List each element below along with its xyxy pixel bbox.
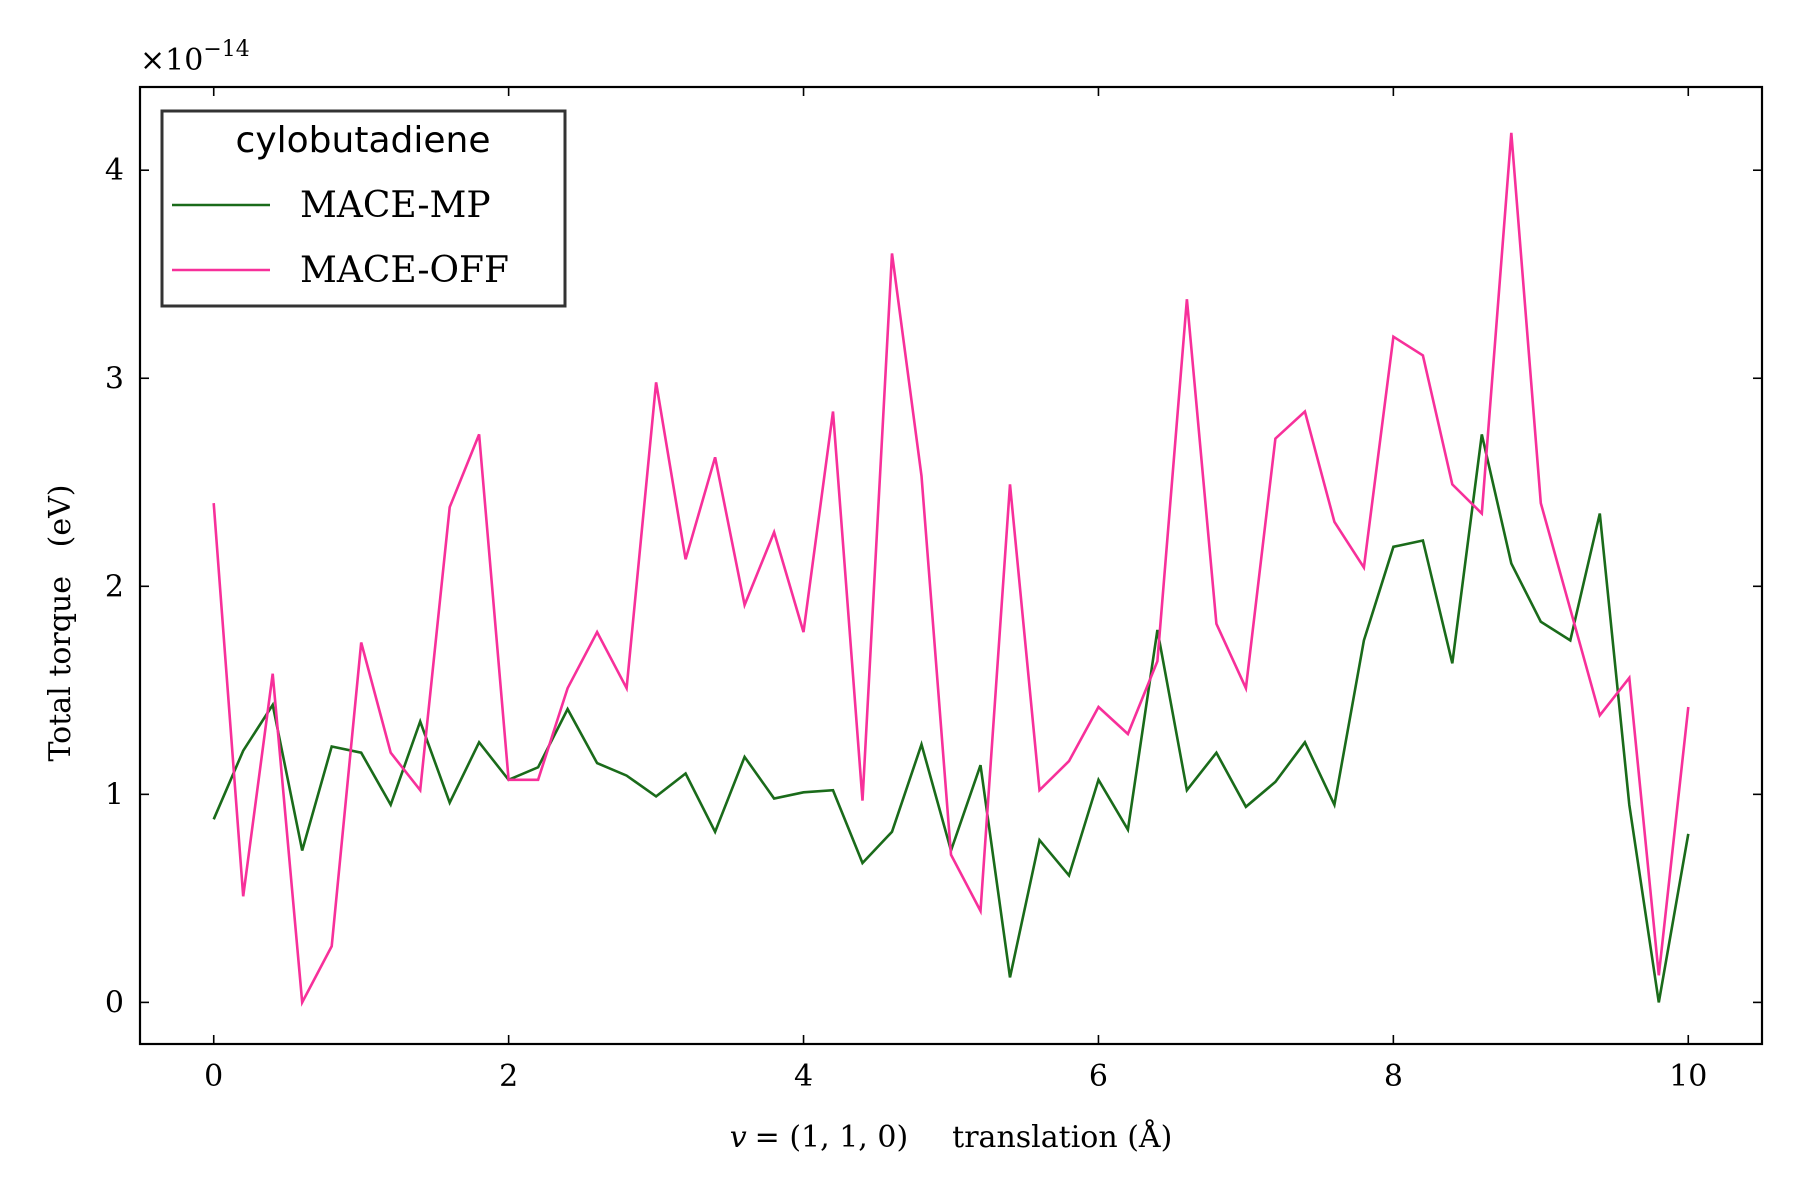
legend-title: cylobutadiene (236, 120, 491, 161)
x-axis-label: v = (1, 1, 0) translation (Å) (730, 1119, 1173, 1155)
y-tick-label: 3 (105, 361, 124, 396)
series-layer (212, 132, 1690, 1007)
x-tick-label: 10 (1669, 1059, 1707, 1094)
x-tick-label: 0 (204, 1059, 223, 1094)
legend: cylobutadiene MACE-MP MACE-OFF (160, 109, 567, 308)
legend-label-mace-off: MACE-OFF (300, 250, 509, 291)
x-tick-label: 4 (794, 1059, 813, 1094)
x-tick-label: 8 (1384, 1059, 1403, 1094)
tick-layer: 0 2 4 6 8 10 0 1 2 3 4 (105, 87, 1762, 1094)
y-tick-label: 0 (105, 985, 124, 1020)
legend-label-mace-mp: MACE-MP (300, 185, 491, 226)
legend-box (160, 109, 567, 308)
y-tick-label: 4 (105, 153, 124, 188)
series-line-mace-off (212, 132, 1690, 1007)
y-multiplier: ×10−14 (140, 37, 250, 78)
series-line-mace-mp (212, 434, 1690, 1003)
y-tick-label: 2 (105, 569, 124, 604)
x-tick-label: 6 (1089, 1059, 1108, 1094)
x-tick-label: 2 (499, 1059, 518, 1094)
y-tick-label: 1 (105, 777, 124, 812)
y-axis-label: Total torque (eV) (43, 485, 78, 762)
plot-frame (138, 85, 1764, 1046)
